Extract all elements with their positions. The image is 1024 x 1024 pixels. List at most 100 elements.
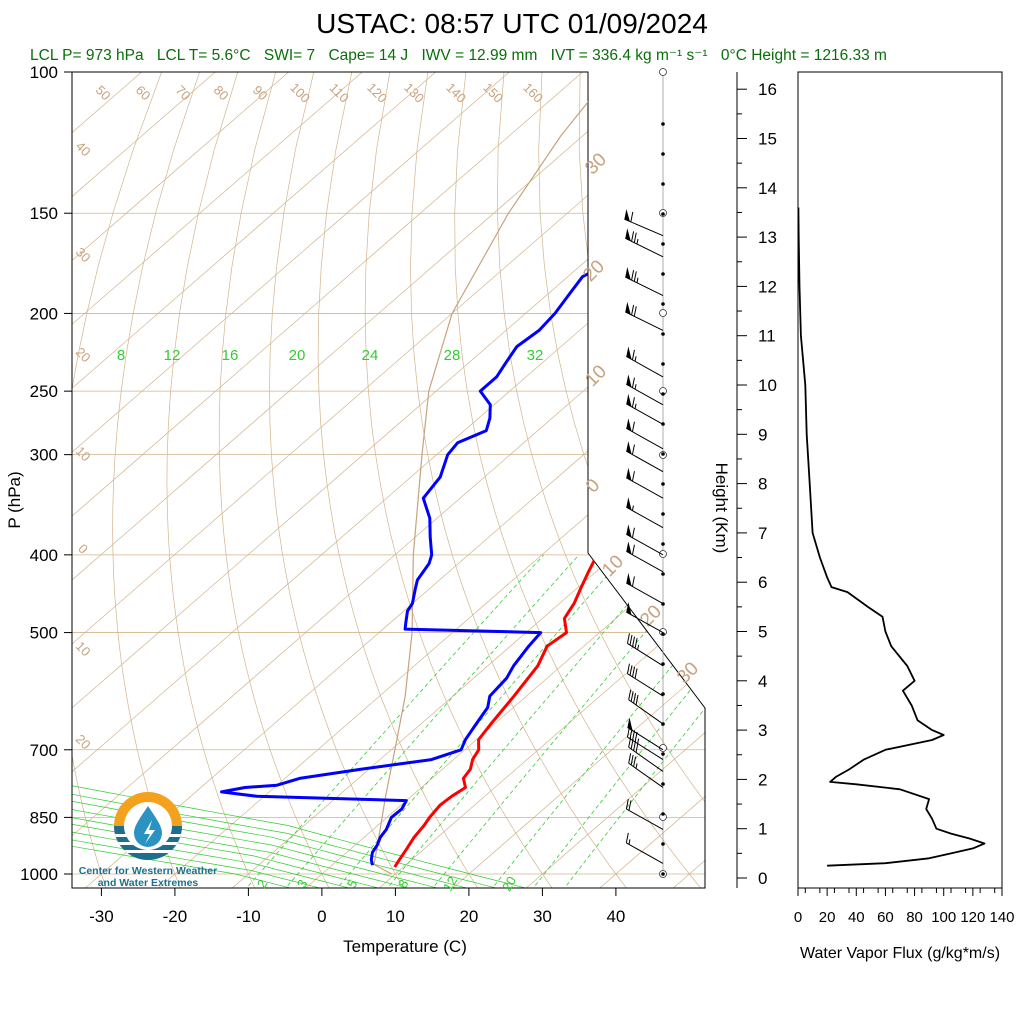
wind-level-dot	[661, 452, 665, 456]
wind-level-dot	[661, 782, 665, 786]
height-tick-label: 1	[758, 820, 767, 839]
wind-barb-staff	[626, 403, 664, 425]
dry-adiabat-line	[884, 72, 1024, 891]
mixing-ratio-label: 2	[254, 877, 271, 891]
height-tick-label: 8	[758, 475, 767, 494]
height-tick-label: 11	[758, 327, 776, 346]
dry-adiabat-line	[923, 72, 1024, 891]
wind-barb	[626, 602, 664, 634]
dry-adiabat-line	[497, 72, 705, 888]
mixing-ratio-label: 12	[164, 347, 181, 364]
wind-barb	[626, 497, 664, 529]
adiabat-label: 30	[673, 658, 703, 688]
stat-lcl-temperature: LCL T= 5.6°C	[156, 47, 251, 64]
x-axis-label: Temperature (C)	[343, 937, 467, 956]
wind-level-dot	[661, 212, 665, 216]
wind-barb-pennant	[626, 418, 632, 432]
wind-barb-pennant	[625, 301, 631, 315]
wind-barb	[626, 541, 664, 573]
wind-barb-flag	[628, 800, 632, 811]
moist-adiabat-line	[72, 313, 479, 888]
flux-x-tick-label: 100	[931, 909, 956, 926]
wind-barb-flag	[629, 665, 633, 676]
x-tick-label: -10	[236, 907, 261, 926]
isotherm-label: 80	[211, 82, 232, 103]
wind-barb-pennant	[626, 573, 632, 586]
wind-barb-flag	[630, 754, 634, 766]
wind-barb	[625, 832, 664, 864]
mixing-ratio-label: 24	[362, 347, 379, 364]
dewpoint-line	[220, 212, 657, 866]
wind-barb-staff	[626, 550, 664, 573]
flux-x-tick-label: 20	[819, 909, 836, 926]
adiabat-label: 0	[582, 475, 604, 497]
logo-text-line1: Center for Western Weather	[78, 865, 218, 877]
dry-adiabat-line	[808, 72, 1024, 891]
flux-x-tick-label: 0	[794, 909, 802, 926]
wind-level-dot	[661, 242, 665, 246]
x-tick-label: 30	[533, 907, 552, 926]
wind-barb	[628, 689, 664, 725]
wind-barb-pennant	[626, 467, 632, 481]
wind-barb-flag	[631, 349, 635, 360]
wind-barb-pennant	[626, 374, 632, 388]
wind-barb-flag	[634, 668, 638, 679]
dry-adiabat-line	[655, 72, 705, 888]
y-tick-label: 1000	[20, 865, 58, 884]
wind-barb-half-flag	[634, 384, 637, 390]
logo-emblem-icon	[114, 792, 182, 860]
wind-barb-pennant	[626, 524, 632, 538]
wind-level-dot	[661, 632, 665, 636]
wind-barb-pennant	[626, 441, 632, 455]
isotherm-label: 20	[73, 731, 94, 752]
wind-barb-staff	[626, 582, 664, 604]
height-tick-label: 12	[758, 277, 777, 296]
wind-barb	[626, 727, 664, 761]
adiabat-label: 10	[581, 361, 611, 391]
wind-barb-flag	[631, 544, 635, 555]
dry-adiabat-line	[317, 72, 480, 888]
x-tick-label: -20	[163, 907, 188, 926]
wind-barb-staff	[626, 533, 664, 556]
isotherm-label: 60	[133, 82, 154, 103]
wind-level-dot	[661, 752, 665, 756]
flux-line	[797, 207, 986, 867]
wind-barb-flag	[626, 663, 630, 674]
wind-level-dot	[661, 812, 665, 816]
skew-frame	[71, 71, 706, 889]
wind-level-dot	[661, 512, 665, 516]
wind-barb-flag	[628, 753, 632, 764]
wind-barb	[626, 346, 664, 378]
wind-level-dot	[661, 392, 665, 396]
background-lines	[72, 72, 1024, 891]
x-tick-label: -30	[89, 907, 114, 926]
dry-adiabat-line	[218, 72, 331, 888]
wind-barb	[625, 228, 664, 258]
isotherm-line	[72, 72, 583, 888]
wind-barb-staff	[625, 237, 664, 258]
isotherm-line	[72, 72, 436, 888]
isotherm-label: 150	[480, 80, 506, 106]
wind-barb-staff	[626, 506, 664, 529]
wind-barb-half-flag	[634, 403, 637, 409]
wind-barb-pennant	[627, 717, 633, 731]
isotherm-label: 120	[364, 80, 390, 106]
wind-barb	[626, 663, 664, 697]
wind-barb-flag	[634, 638, 638, 649]
wind-barb-half-flag	[631, 505, 634, 511]
flux-x-axis-label: Water Vapor Flux (g/kg*m/s)	[800, 945, 1000, 962]
stat-cape: Cape= 14 J	[328, 47, 409, 64]
adiabat-label: 30	[581, 149, 611, 179]
wind-barb-staff	[626, 450, 664, 473]
wind-barb-staff	[626, 842, 664, 864]
isotherm-line	[72, 72, 705, 888]
moist-adiabat-line	[72, 313, 421, 888]
wind-barb	[625, 267, 664, 297]
wind-barb-staff	[624, 218, 664, 237]
isotherm-line	[302, 72, 705, 888]
mixing-ratio-line	[334, 554, 626, 888]
wind-level-dot	[661, 152, 665, 156]
wind-barb-flag	[630, 691, 634, 702]
mixing-ratio-label: 8	[117, 347, 125, 364]
height-tick-label: 14	[758, 179, 777, 198]
